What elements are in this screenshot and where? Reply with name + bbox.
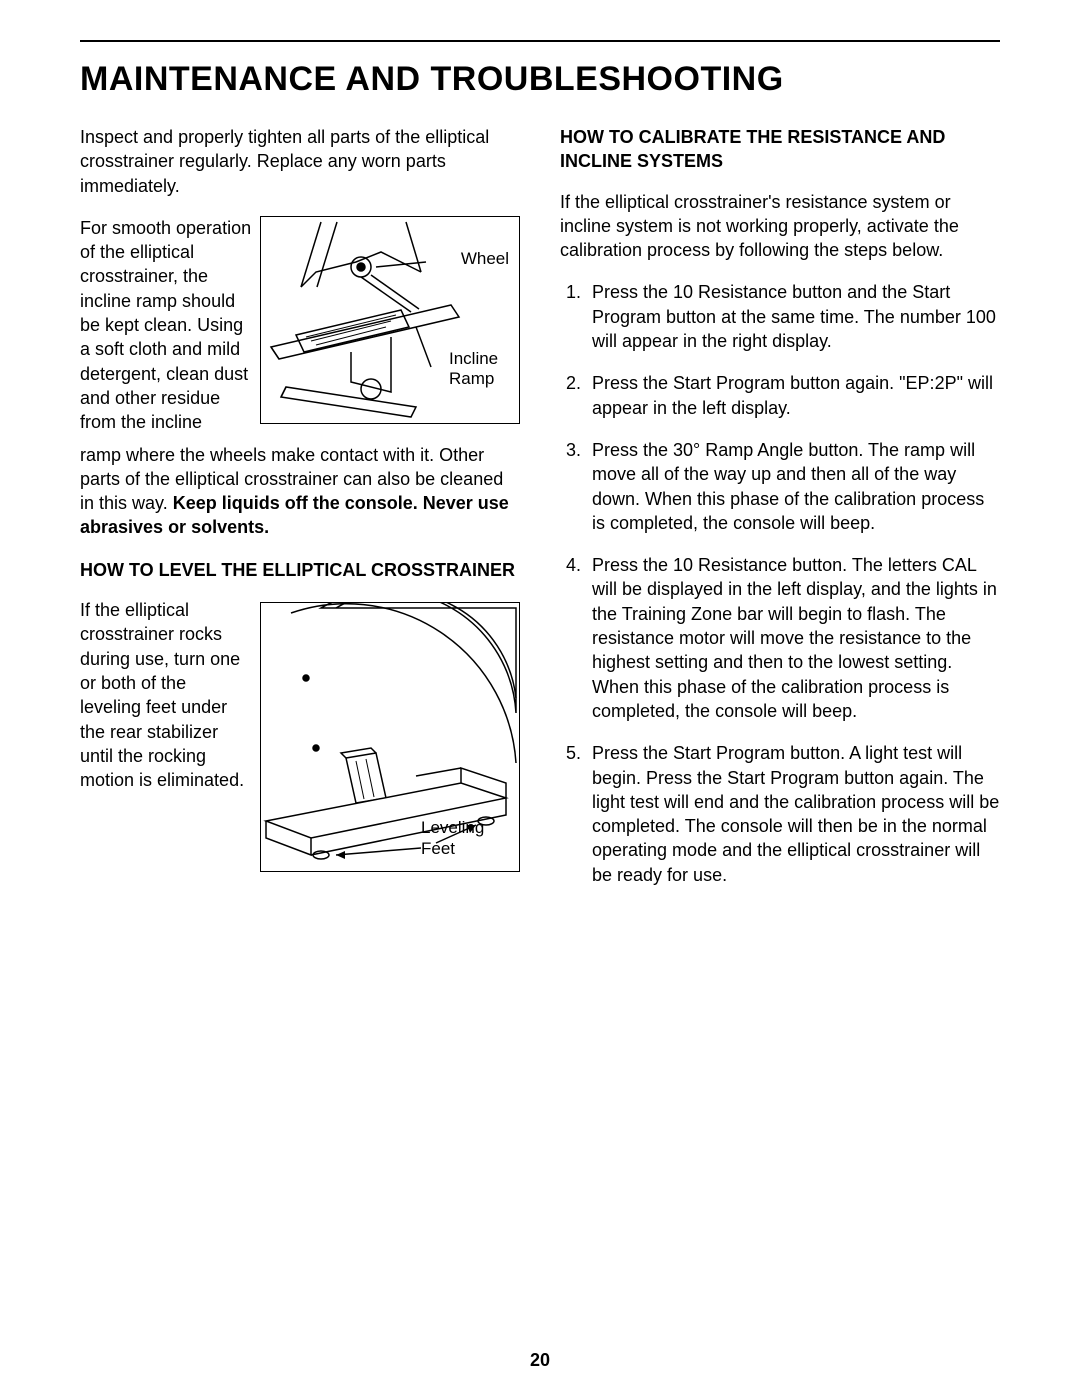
manual-page: MAINTENANCE AND TROUBLESHOOTING Inspect … xyxy=(0,0,1080,1397)
top-rule xyxy=(80,40,1000,42)
step-5: Press the Start Program button. A light … xyxy=(586,741,1000,887)
step-2: Press the Start Program button again. "E… xyxy=(586,371,1000,420)
two-column-layout: Inspect and properly tighten all parts o… xyxy=(80,125,1000,905)
leveling-block: Leveling Feet If the elliptical crosstra… xyxy=(80,598,520,872)
smooth-text-pre: For smooth operation of the elliptical c… xyxy=(80,218,251,432)
intro-paragraph: Inspect and properly tighten all parts o… xyxy=(80,125,520,198)
figure-leveling-feet: Leveling Feet xyxy=(260,602,520,872)
level-heading: HOW TO LEVEL THE ELLIPTICAL CROSSTRAINER xyxy=(80,558,520,582)
calibrate-intro: If the elliptical crosstrainer's resista… xyxy=(560,190,1000,263)
step-1: Press the 10 Resistance button and the S… xyxy=(586,280,1000,353)
page-title: MAINTENANCE AND TROUBLESHOOTING xyxy=(80,60,1000,99)
page-number: 20 xyxy=(0,1350,1080,1371)
fig1-label-ramp: Incline Ramp xyxy=(449,349,509,390)
level-text: If the elliptical crosstrainer rocks dur… xyxy=(80,600,244,790)
calibration-steps-list: Press the 10 Resistance button and the S… xyxy=(560,280,1000,887)
fig2-label-feet: Leveling Feet xyxy=(421,818,501,859)
smooth-text-post-wrap: ramp where the wheels make contact with … xyxy=(80,443,520,540)
smooth-operation-block: Wheel Incline Ramp For smooth operation … xyxy=(80,216,520,435)
calibrate-heading: HOW TO CALIBRATE THE RESISTANCE AND INCL… xyxy=(560,125,1000,174)
fig1-label-wheel: Wheel xyxy=(461,249,509,269)
step-3: Press the 30° Ramp Angle button. The ram… xyxy=(586,438,1000,535)
right-column: HOW TO CALIBRATE THE RESISTANCE AND INCL… xyxy=(560,125,1000,905)
figure-incline-ramp: Wheel Incline Ramp xyxy=(260,216,520,424)
left-column: Inspect and properly tighten all parts o… xyxy=(80,125,520,905)
step-4: Press the 10 Resistance button. The lett… xyxy=(586,553,1000,723)
